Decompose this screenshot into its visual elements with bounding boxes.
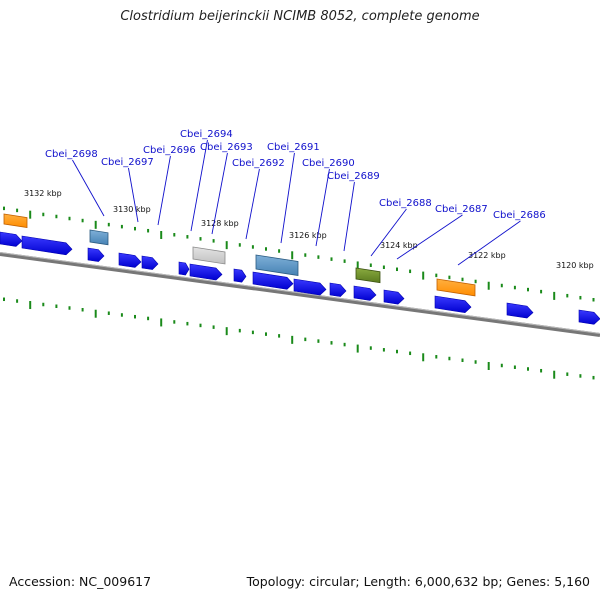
gene-label: Cbei_2688 <box>379 198 432 209</box>
gene-label: Cbei_2686 <box>493 210 546 221</box>
gene-arrow <box>178 261 190 276</box>
accession-text: Accession: NC_009617 <box>9 574 152 589</box>
gene-arrow <box>189 263 223 281</box>
gene-label: Cbei_2687 <box>435 204 488 215</box>
scale-label: 3128 kbp <box>201 219 239 228</box>
gene-label: Cbei_2690 <box>302 158 355 169</box>
gene-label: Cbei_2696 <box>143 145 196 156</box>
gene-arrow <box>506 302 534 319</box>
feature-box <box>192 246 226 265</box>
gene-leader-line <box>396 214 463 260</box>
gene-leader-line <box>343 181 355 252</box>
gene-arrow <box>329 282 347 297</box>
feature-box <box>3 213 28 229</box>
gene-arrow <box>118 252 142 268</box>
feature-box <box>436 278 476 297</box>
gene-leader-line <box>370 208 407 257</box>
scale-label: 3130 kbp <box>113 205 151 214</box>
gene-arrow <box>293 278 327 296</box>
gene-label: Cbei_2689 <box>327 171 380 182</box>
topology-text: Topology: circular; Length: 6,000,632 bp… <box>246 574 590 589</box>
gene-label: Cbei_2691 <box>267 142 320 153</box>
backbone-line <box>0 252 600 337</box>
map-title: Clostridium beijerinckii NCIMB 8052, com… <box>120 9 480 24</box>
gene-arrow <box>87 247 105 262</box>
gene-arrow <box>21 235 73 256</box>
gene-leader-line <box>280 152 295 244</box>
gene-leader-line <box>315 168 330 247</box>
gene-arrow <box>141 255 159 270</box>
gene-label: Cbei_2698 <box>45 149 98 160</box>
scale-label: 3126 kbp <box>289 231 327 240</box>
gene-leader-line <box>157 155 171 226</box>
backbone-highlight <box>0 252 600 334</box>
scale-label: 3122 kbp <box>468 251 506 260</box>
gene-arrow <box>233 268 247 283</box>
gene-arrow <box>383 289 405 305</box>
scale-label: 3132 kbp <box>24 189 62 198</box>
gene-arrow <box>353 285 377 301</box>
gene-label: Cbei_2692 <box>232 158 285 169</box>
feature-box <box>89 229 109 246</box>
gene-leader-line <box>72 159 105 217</box>
gene-arrow <box>252 271 294 290</box>
scale-label: 3124 kbp <box>380 241 418 250</box>
feature-box <box>255 254 299 276</box>
scale-label: 3120 kbp <box>556 261 594 270</box>
gene-label: Cbei_2694 <box>180 129 233 140</box>
gene-arrow <box>578 309 600 325</box>
gene-leader-line <box>245 168 260 240</box>
gene-leader-line <box>128 167 139 223</box>
gene-arrow <box>434 295 472 313</box>
gene-arrow <box>0 231 23 247</box>
gene-label: Cbei_2693 <box>200 142 253 153</box>
feature-box <box>355 267 381 284</box>
gene-leader-line <box>211 152 228 235</box>
gene-leader-line <box>190 139 208 232</box>
gene-label: Cbei_2697 <box>101 157 154 168</box>
gene-leader-line <box>457 220 521 266</box>
